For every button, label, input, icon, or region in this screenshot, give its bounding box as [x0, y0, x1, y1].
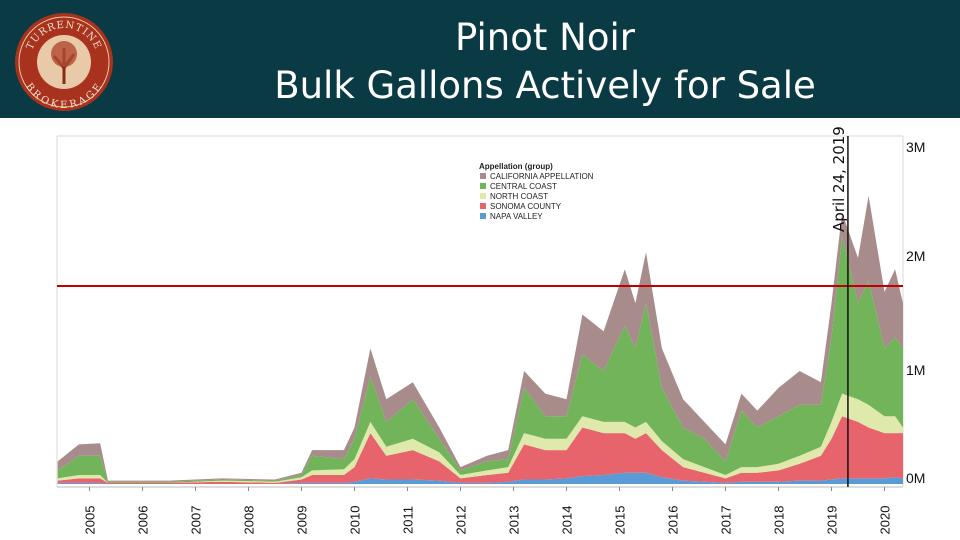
x-tick-label: 2011: [401, 506, 416, 534]
x-tick-label: 2010: [348, 506, 363, 535]
title-line-1: Pinot Noir: [455, 16, 635, 59]
x-tick-label: 2008: [242, 506, 257, 535]
legend-item: NORTH COAST: [490, 192, 548, 201]
x-tick-label: 2016: [666, 506, 681, 535]
x-tick-label: 2012: [454, 506, 469, 535]
x-tick-label: 2019: [825, 506, 840, 535]
area-napa-valley: [57, 472, 903, 484]
y-tick-label: 2M: [906, 248, 925, 264]
x-tick-label: 2006: [136, 506, 151, 535]
area-sonoma-county: [57, 416, 903, 484]
slide-title: Pinot Noir Bulk Gallons Actively for Sal…: [130, 14, 960, 110]
area-central-coast: [57, 235, 903, 483]
title-line-2: Bulk Gallons Actively for Sale: [274, 64, 816, 107]
legend-title: Appellation (group): [479, 162, 553, 171]
x-tick-label: 2013: [507, 506, 522, 535]
x-tick-label: 2009: [295, 506, 310, 535]
legend-swatch: [480, 173, 486, 179]
x-tick-label: 2005: [83, 506, 98, 535]
legend-swatch: [480, 183, 486, 189]
y-tick-label: 3M: [906, 139, 925, 155]
x-tick-label: 2020: [878, 506, 893, 535]
slide-header: TURRENTINE BROKERAGE Pinot Noir Bulk Gal…: [0, 0, 960, 118]
turrentine-brokerage-logo: TURRENTINE BROKERAGE: [15, 13, 113, 111]
legend-item: CALIFORNIA APPELLATION: [490, 172, 594, 181]
date-marker-label: April 24, 2019: [830, 126, 848, 232]
legend-item: CENTRAL COAST: [490, 182, 557, 191]
legend-swatch: [480, 193, 486, 199]
legend: Appellation (group) CALIFORNIA APPELLATI…: [479, 162, 594, 221]
area-california-appellation: [57, 195, 903, 482]
legend-item: NAPA VALLEY: [490, 212, 543, 221]
y-tick-label: 0M: [906, 470, 925, 486]
x-tick-label: 2007: [189, 506, 204, 535]
legend-swatch: [480, 203, 486, 209]
x-tick-label: 2015: [613, 506, 628, 535]
y-tick-label: 1M: [906, 362, 925, 378]
legend-item: SONOMA COUNTY: [490, 202, 562, 211]
x-tick-label: 2014: [560, 506, 575, 535]
legend-swatch: [480, 213, 486, 219]
x-tick-label: 2018: [772, 506, 787, 535]
x-tick-label: 2017: [719, 506, 734, 535]
